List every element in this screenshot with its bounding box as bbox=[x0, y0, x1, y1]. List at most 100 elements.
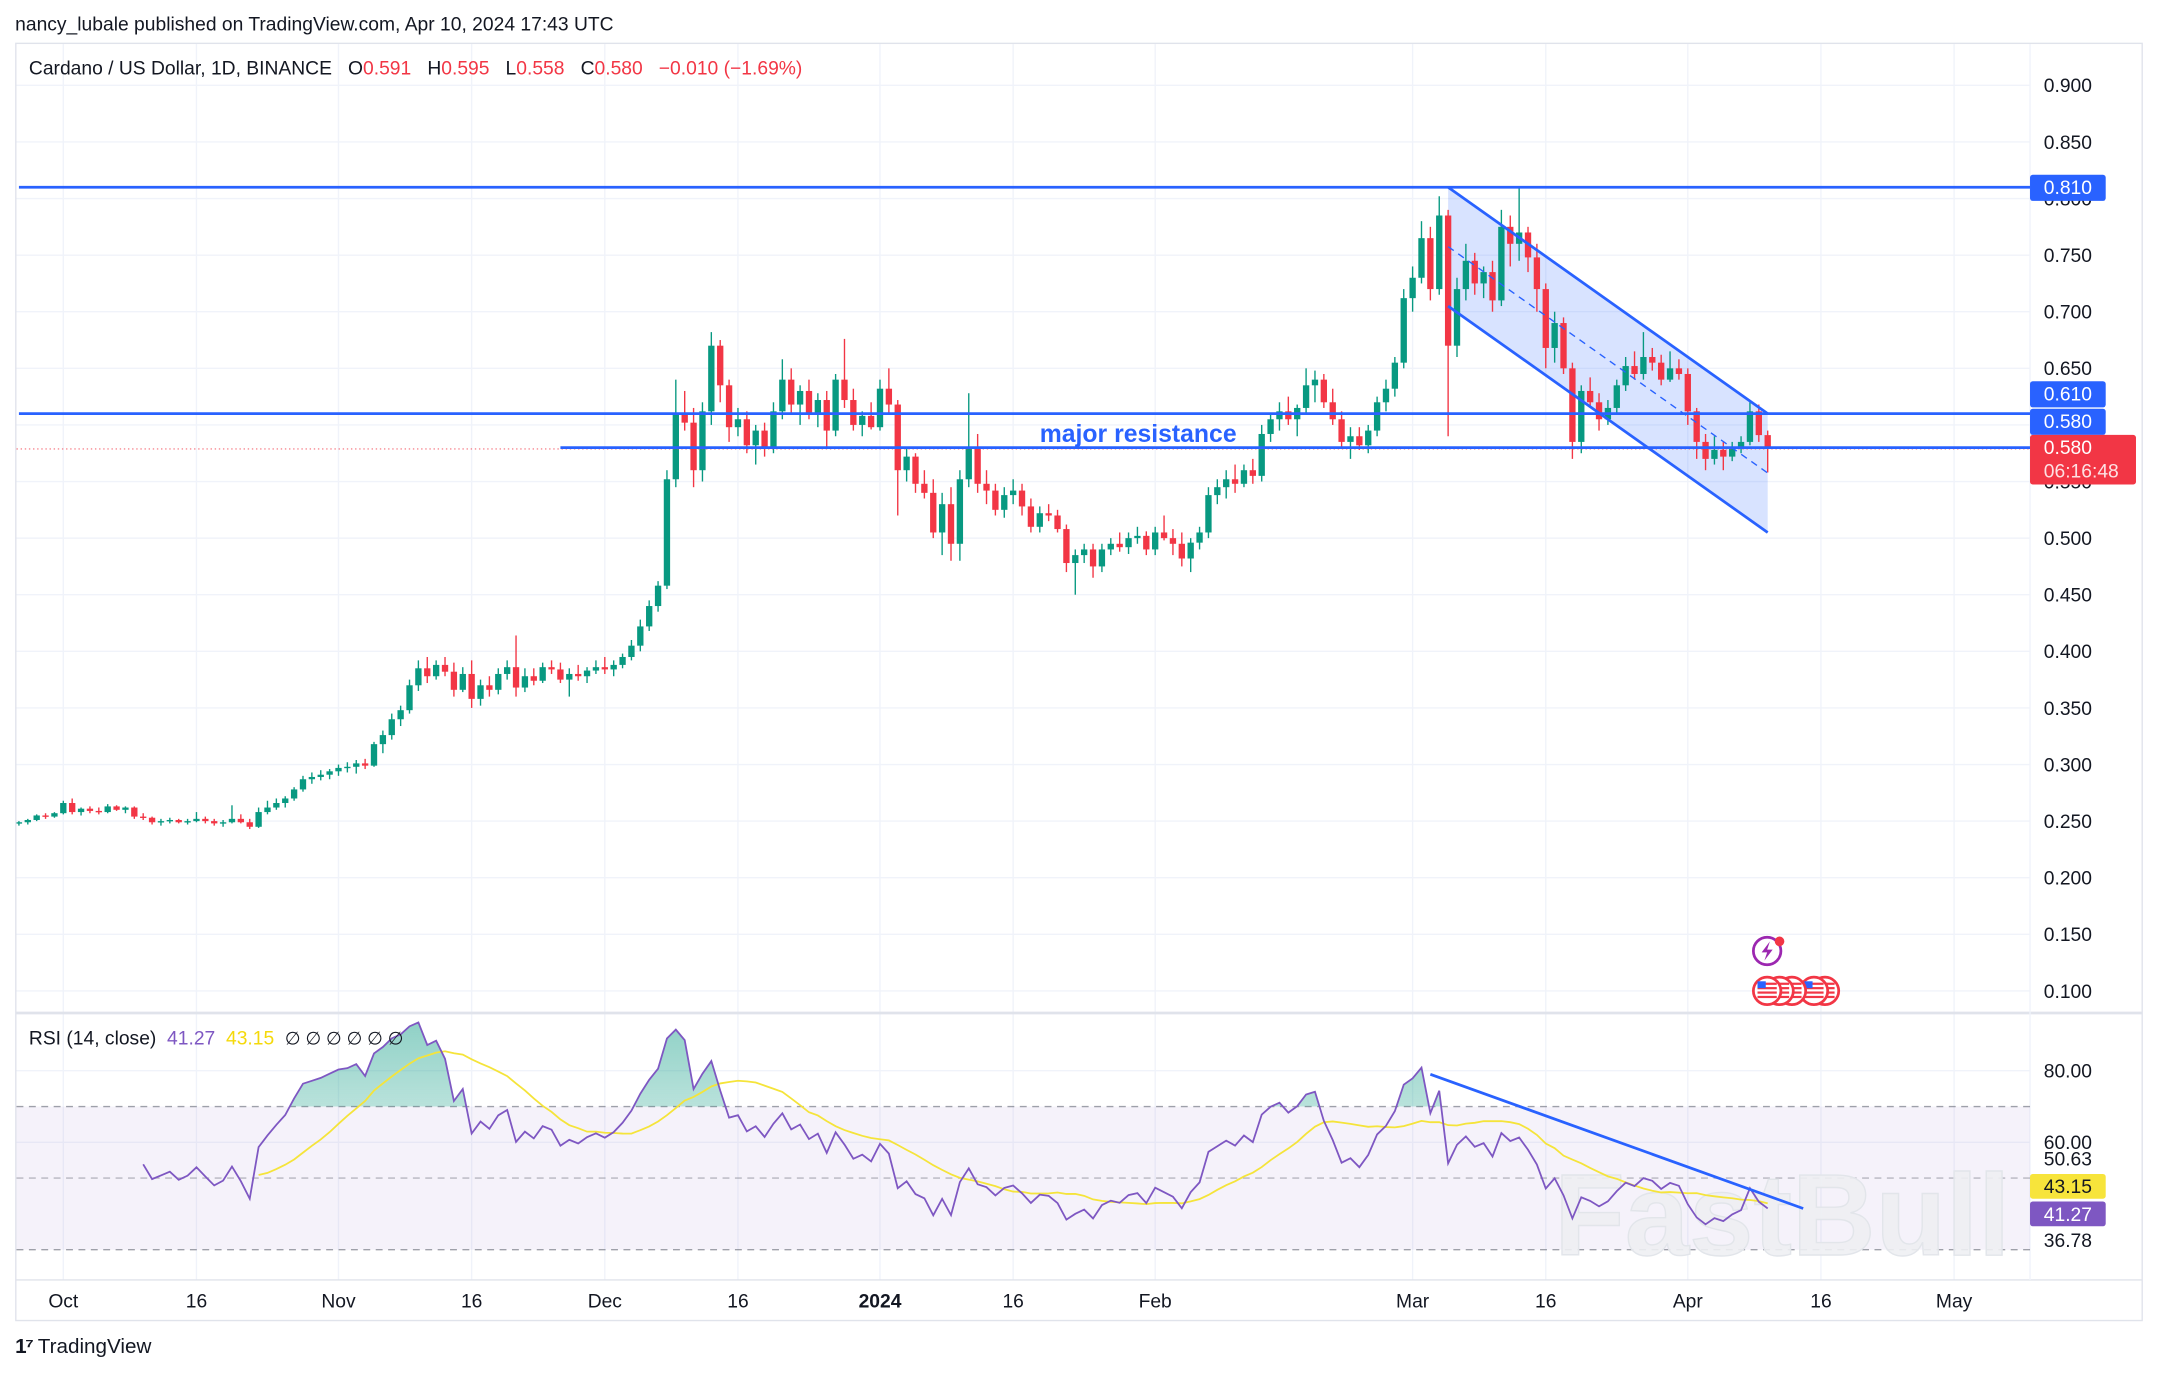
candle[interactable] bbox=[1054, 509, 1061, 533]
candle[interactable] bbox=[1471, 252, 1478, 295]
candle[interactable] bbox=[663, 470, 671, 590]
channel-lower-line[interactable] bbox=[1447, 304, 1769, 534]
candle[interactable] bbox=[699, 402, 706, 482]
candle[interactable] bbox=[814, 393, 822, 428]
candle[interactable] bbox=[299, 775, 307, 792]
candle[interactable] bbox=[370, 741, 378, 767]
candle[interactable] bbox=[1267, 413, 1274, 442]
candle[interactable] bbox=[628, 640, 635, 661]
candle[interactable] bbox=[512, 635, 520, 697]
candle[interactable] bbox=[1338, 411, 1345, 448]
candle[interactable] bbox=[1347, 427, 1354, 459]
candle[interactable] bbox=[725, 379, 733, 442]
candle[interactable] bbox=[1036, 506, 1043, 533]
rsi-pane[interactable] bbox=[142, 1021, 1804, 1226]
candle[interactable] bbox=[237, 814, 245, 824]
candle[interactable] bbox=[219, 819, 227, 827]
candle[interactable] bbox=[1711, 436, 1718, 465]
tradingview-logo[interactable]: 1⁷ TradingView bbox=[15, 1335, 151, 1358]
candle[interactable] bbox=[1444, 209, 1452, 437]
channel-upper-line[interactable] bbox=[1447, 186, 1769, 415]
candle[interactable] bbox=[131, 806, 138, 819]
candle[interactable] bbox=[86, 806, 94, 814]
candle[interactable] bbox=[1329, 388, 1336, 425]
candle[interactable] bbox=[1214, 479, 1221, 505]
candle[interactable] bbox=[1009, 479, 1017, 505]
candle[interactable] bbox=[521, 668, 529, 693]
candle[interactable] bbox=[317, 770, 324, 781]
candle[interactable] bbox=[397, 705, 404, 727]
candle[interactable] bbox=[1205, 487, 1212, 539]
candle[interactable] bbox=[1462, 243, 1470, 301]
candle[interactable] bbox=[575, 664, 582, 681]
candle[interactable] bbox=[832, 373, 839, 437]
candle[interactable] bbox=[77, 807, 85, 816]
candle[interactable] bbox=[938, 492, 946, 556]
candle[interactable] bbox=[1746, 402, 1754, 446]
candle[interactable] bbox=[69, 798, 76, 815]
candle[interactable] bbox=[619, 653, 626, 669]
candle[interactable] bbox=[876, 379, 884, 431]
candle[interactable] bbox=[770, 402, 777, 454]
candle[interactable] bbox=[672, 379, 679, 488]
candle[interactable] bbox=[1489, 260, 1496, 312]
candle[interactable] bbox=[228, 805, 236, 824]
candle[interactable] bbox=[388, 713, 395, 740]
candles[interactable] bbox=[16, 187, 2031, 830]
candle[interactable] bbox=[1311, 370, 1319, 403]
candle[interactable] bbox=[1178, 532, 1185, 567]
candle[interactable] bbox=[1560, 317, 1567, 374]
candle[interactable] bbox=[1249, 458, 1256, 484]
candle[interactable] bbox=[1631, 351, 1638, 380]
symbol-name[interactable]: Cardano / US Dollar, 1D, BINANCE bbox=[28, 56, 332, 79]
candle[interactable] bbox=[867, 402, 875, 430]
rsi-line[interactable] bbox=[142, 1021, 1769, 1226]
candle[interactable] bbox=[264, 800, 271, 815]
rsi-trendline[interactable] bbox=[1429, 1073, 1804, 1210]
candle[interactable] bbox=[1072, 549, 1079, 595]
candle[interactable] bbox=[601, 656, 608, 674]
candle[interactable] bbox=[246, 818, 253, 830]
candle[interactable] bbox=[734, 407, 742, 437]
candle[interactable] bbox=[202, 816, 209, 824]
candle[interactable] bbox=[379, 730, 387, 754]
candle[interactable] bbox=[1063, 524, 1070, 573]
candle[interactable] bbox=[1542, 283, 1549, 369]
candle[interactable] bbox=[530, 668, 537, 686]
candle[interactable] bbox=[921, 470, 928, 499]
candle[interactable] bbox=[1169, 529, 1177, 556]
candle[interactable] bbox=[255, 807, 262, 828]
candle[interactable] bbox=[956, 470, 964, 561]
candle[interactable] bbox=[361, 758, 369, 770]
rsi-title[interactable]: RSI (14, close) bbox=[28, 1026, 157, 1049]
candle[interactable] bbox=[841, 338, 848, 408]
candle[interactable] bbox=[157, 818, 165, 826]
candle[interactable] bbox=[1764, 430, 1771, 473]
candle[interactable] bbox=[335, 764, 342, 776]
candle[interactable] bbox=[796, 385, 804, 425]
candle[interactable] bbox=[432, 660, 440, 680]
candle[interactable] bbox=[1302, 368, 1310, 414]
candle[interactable] bbox=[1755, 404, 1762, 442]
candle[interactable] bbox=[557, 662, 564, 684]
candle[interactable] bbox=[548, 660, 555, 674]
candle[interactable] bbox=[1675, 359, 1683, 380]
candle[interactable] bbox=[1684, 368, 1691, 425]
candle[interactable] bbox=[51, 812, 58, 818]
candle[interactable] bbox=[1231, 464, 1239, 493]
candle[interactable] bbox=[885, 368, 893, 414]
candle[interactable] bbox=[1649, 347, 1656, 371]
candle[interactable] bbox=[282, 796, 289, 808]
candle[interactable] bbox=[566, 668, 573, 697]
candle[interactable] bbox=[24, 818, 31, 825]
candle[interactable] bbox=[1107, 538, 1114, 556]
candle[interactable] bbox=[903, 447, 910, 482]
candle[interactable] bbox=[1160, 515, 1168, 541]
candle[interactable] bbox=[1240, 464, 1248, 488]
candle[interactable] bbox=[1356, 427, 1363, 450]
candle[interactable] bbox=[441, 656, 449, 677]
candle[interactable] bbox=[947, 487, 955, 561]
candle[interactable] bbox=[912, 453, 919, 493]
candle[interactable] bbox=[1294, 404, 1301, 437]
